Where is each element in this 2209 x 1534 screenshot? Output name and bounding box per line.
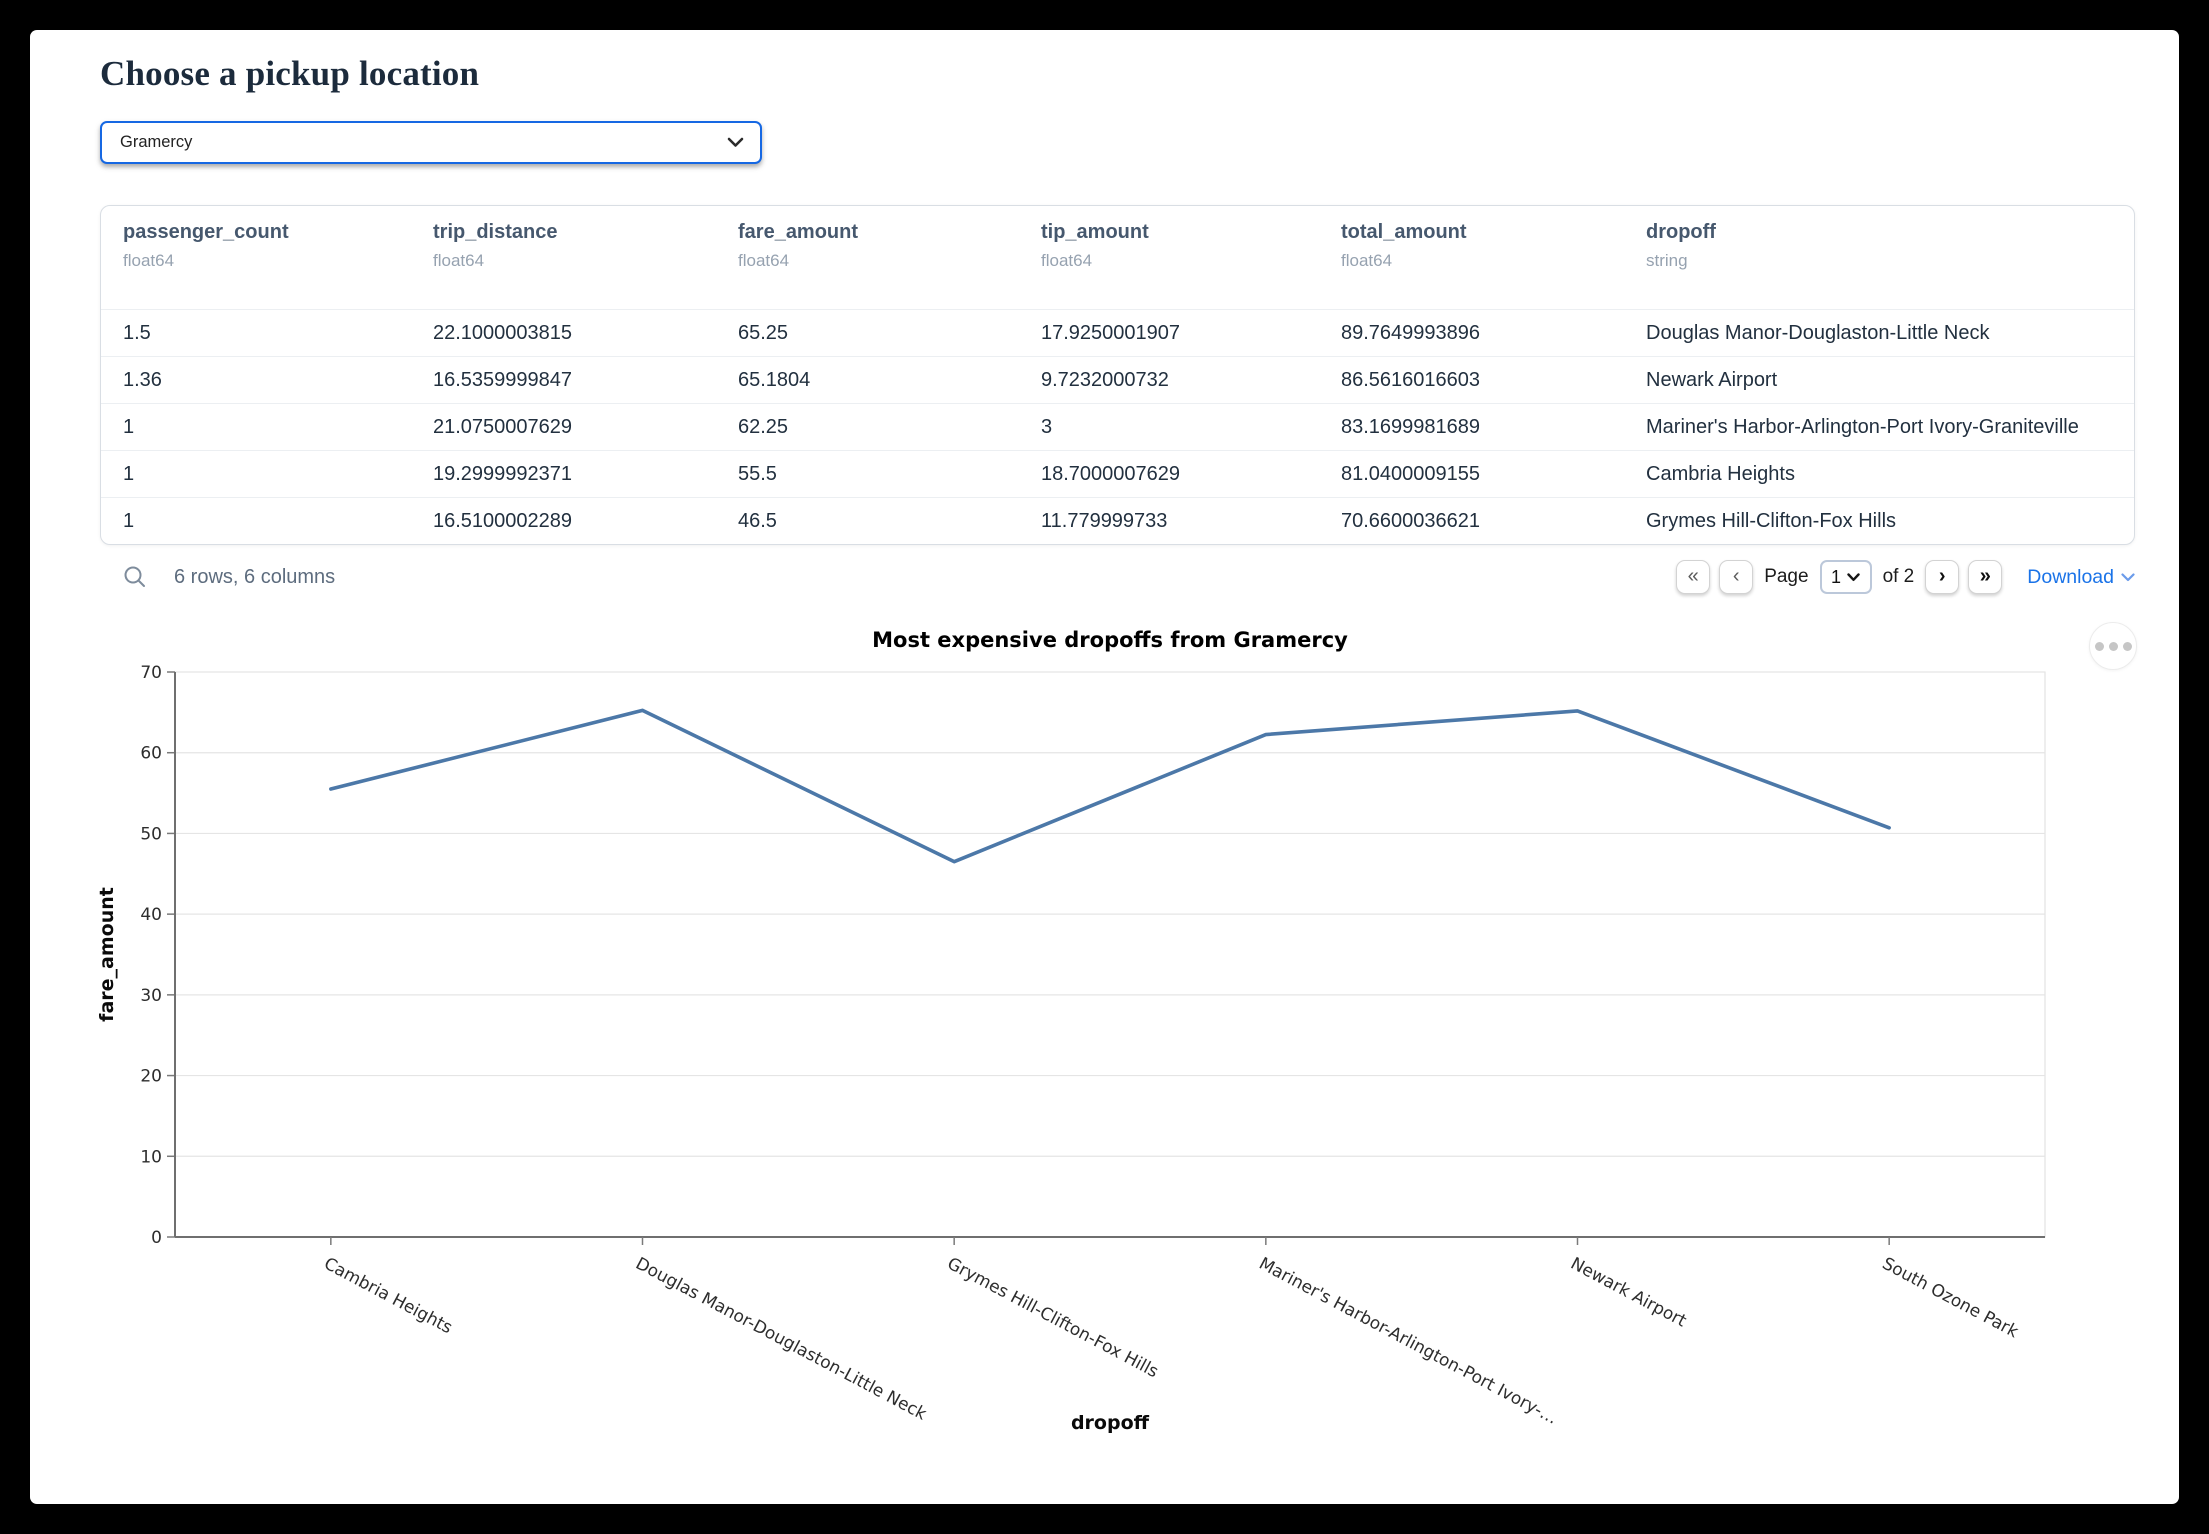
column-header-trip_distance[interactable]: trip_distance float64	[411, 206, 716, 309]
table-row[interactable]: 1 16.5100002289 46.5 11.779999733 70.6600036…	[101, 497, 2134, 544]
table-cell: 21.0750007629	[433, 415, 573, 438]
column-dtype: float64	[738, 251, 790, 270]
x-tick-label: Grymes Hill-Clifton-Fox Hills	[944, 1254, 1162, 1382]
table-cell: 83.1699981689	[1341, 415, 1481, 438]
table-cell: Douglas Manor-Douglaston-Little Neck	[1646, 321, 1990, 344]
more-options-icon	[2094, 641, 2104, 651]
column-name: tip_amount	[1041, 221, 1149, 243]
page-number-select[interactable]: 1	[1819, 560, 1872, 594]
column-dtype: float64	[123, 251, 175, 270]
y-tick-label: 60	[140, 744, 162, 764]
chevron-down-icon	[727, 137, 744, 148]
pickup-select-value: Gramercy	[120, 133, 193, 151]
table-cell: 1	[123, 509, 135, 532]
column-name: fare_amount	[738, 221, 859, 243]
table-cell: 70.6600036621	[1341, 509, 1481, 532]
table-cell: Mariner's Harbor-Arlington-Port Ivory-Gr…	[1646, 415, 2079, 438]
table-cell: 9.7232000732	[1041, 368, 1169, 391]
x-tick-label: Cambria Heights	[320, 1254, 455, 1338]
table-cell: 17.9250001907	[1041, 321, 1181, 344]
prev-page-button[interactable]: ‹	[1719, 560, 1754, 594]
chart-title: Most expensive dropoffs from Gramercy	[872, 628, 1348, 652]
table-cell: 65.1804	[738, 368, 811, 391]
column-header-tip_amount[interactable]: tip_amount float64	[1019, 206, 1319, 309]
dropoff-fare-line-chart: 0 10 20 30 40 50 60 70 Cambria Heights Douglas Ma…	[96, 663, 2046, 1434]
more-options-button[interactable]	[2089, 622, 2137, 670]
x-axis-title: dropoff	[1071, 1412, 1150, 1434]
table-cell: 81.0400009155	[1341, 462, 1481, 485]
column-header-total_amount[interactable]: total_amount float64	[1319, 206, 1624, 309]
table-footer: 6 rows, 6 columns « ‹ Page 1 of 2 › » Do…	[100, 554, 2135, 600]
download-label: Download	[2027, 565, 2114, 588]
table-cell: 16.5359999847	[433, 368, 573, 391]
table-cell: 55.5	[738, 462, 777, 485]
table-cell: Grymes Hill-Clifton-Fox Hills	[1646, 509, 1897, 532]
download-button[interactable]: Download	[2027, 566, 2135, 589]
first-page-button[interactable]: «	[1676, 560, 1711, 594]
table-cell: Cambria Heights	[1646, 462, 1795, 485]
chevron-down-icon	[1847, 572, 1860, 581]
table-row[interactable]: 1.36 16.5359999847 65.1804 9.7232000732 86.5…	[101, 356, 2134, 403]
column-name: dropoff	[1646, 221, 1716, 243]
table-cell: 19.2999992371	[433, 462, 573, 485]
page-count-label: of 2	[1882, 566, 1915, 587]
page-title: Choose a pickup location	[100, 54, 480, 93]
app-card: Choose a pickup location Gramercy passen…	[30, 30, 2179, 1504]
x-tick-label: Mariner's Harbor-Arlington-Port Ivory-…	[1255, 1254, 1560, 1429]
y-tick-label: 40	[140, 905, 162, 925]
table-row[interactable]: 1.5 22.1000003815 65.25 17.9250001907 89.764…	[101, 309, 2134, 356]
table-cell: 62.25	[738, 415, 789, 438]
table-row[interactable]: 1 19.2999992371 55.5 18.7000007629 81.040000…	[101, 450, 2134, 497]
column-name: total_amount	[1341, 221, 1467, 243]
table-cell: 18.7000007629	[1041, 462, 1181, 485]
last-page-button[interactable]: »	[1968, 560, 2003, 594]
chevron-down-icon	[2121, 572, 2135, 581]
column-dtype: float64	[1041, 251, 1093, 270]
fare-amount-line-series	[329, 708, 1891, 864]
column-header-dropoff[interactable]: dropoff string	[1624, 206, 2134, 309]
column-header-fare_amount[interactable]: fare_amount float64	[716, 206, 1019, 309]
table-cell: 16.5100002289	[433, 509, 573, 532]
pagination: « ‹ Page 1 of 2 › » Download	[1676, 560, 2135, 594]
row-column-summary: 6 rows, 6 columns	[174, 565, 336, 588]
column-dtype: float64	[1341, 251, 1393, 270]
x-tick-label: South Ozone Park	[1879, 1254, 2022, 1343]
table-cell: 11.779999733	[1041, 509, 1168, 532]
plot-area	[174, 671, 2046, 1238]
x-tick-label: Douglas Manor-Douglaston-Little Neck	[632, 1254, 930, 1425]
x-tick-label: Newark Airport	[1567, 1254, 1690, 1332]
column-dtype: string	[1646, 251, 1688, 270]
page-number-value: 1	[1831, 566, 1842, 587]
table-cell: 46.5	[738, 509, 777, 532]
next-page-button[interactable]: ›	[1925, 560, 1960, 594]
y-tick-label: 30	[140, 986, 162, 1006]
table-cell: 1	[123, 462, 135, 485]
y-tick-label: 10	[140, 1147, 162, 1167]
column-name: passenger_count	[123, 221, 289, 243]
table-cell: 3	[1041, 415, 1053, 438]
table-cell: 89.7649993896	[1341, 321, 1481, 344]
table-cell: 1	[123, 415, 135, 438]
search-icon[interactable]	[122, 564, 148, 590]
table-row[interactable]: 1 21.0750007629 62.25 3 83.1699981689 Mariner…	[101, 403, 2134, 450]
column-dtype: float64	[433, 251, 485, 270]
table-cell: 65.25	[738, 321, 789, 344]
y-axis-title: fare_amount	[96, 887, 118, 1022]
table-cell: 22.1000003815	[433, 321, 573, 344]
table-cell: 86.5616016603	[1341, 368, 1481, 391]
table-cell: Newark Airport	[1646, 368, 1778, 391]
table-cell: 1.5	[123, 321, 151, 344]
table-cell: 1.36	[123, 368, 162, 391]
y-tick-label: 0	[151, 1228, 162, 1248]
y-tick-label: 50	[140, 824, 162, 844]
page-label: Page	[1764, 566, 1809, 587]
y-tick-label: 20	[140, 1067, 162, 1087]
column-name: trip_distance	[433, 221, 558, 243]
y-tick-label: 70	[140, 663, 162, 683]
column-header-passenger_count[interactable]: passenger_count float64	[101, 206, 411, 309]
pickup-location-select[interactable]: Gramercy	[100, 121, 762, 164]
